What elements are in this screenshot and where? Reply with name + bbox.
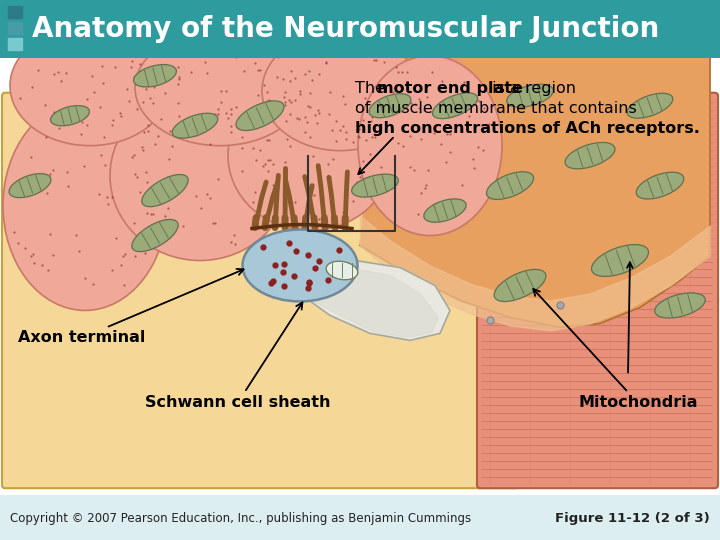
FancyBboxPatch shape [477,93,718,488]
Ellipse shape [142,174,188,207]
Ellipse shape [134,65,176,87]
Text: of muscle membrane that contains: of muscle membrane that contains [355,100,636,116]
Ellipse shape [424,199,466,222]
Ellipse shape [243,230,358,301]
Bar [8,22,22,34]
Ellipse shape [358,56,502,235]
Ellipse shape [110,91,290,260]
Ellipse shape [9,173,51,198]
Ellipse shape [228,81,392,231]
Ellipse shape [132,219,178,252]
Bar [8,6,22,18]
Ellipse shape [50,106,89,126]
Text: is a region: is a region [487,80,576,96]
Ellipse shape [172,113,218,138]
FancyBboxPatch shape [2,93,518,488]
Ellipse shape [326,261,358,280]
Ellipse shape [494,269,546,301]
Ellipse shape [135,30,305,146]
Polygon shape [275,260,450,340]
Ellipse shape [654,293,706,318]
Ellipse shape [262,31,418,151]
Text: Schwann cell sheath: Schwann cell sheath [145,302,330,410]
Ellipse shape [433,93,477,119]
Text: The: The [355,80,390,96]
Ellipse shape [636,172,684,199]
Text: Copyright © 2007 Pearson Education, Inc., publishing as Benjamin Cummings: Copyright © 2007 Pearson Education, Inc.… [10,511,471,524]
Ellipse shape [565,143,615,169]
Ellipse shape [507,84,554,107]
Ellipse shape [10,26,170,146]
Ellipse shape [369,94,411,118]
Text: Anatomy of the Neuromuscular Junction: Anatomy of the Neuromuscular Junction [32,15,660,43]
Ellipse shape [487,172,534,199]
Ellipse shape [236,101,284,131]
Ellipse shape [591,245,649,276]
Ellipse shape [3,101,167,310]
Polygon shape [286,267,438,338]
Text: motor end plate: motor end plate [377,80,523,96]
Text: Figure 11-12 (2 of 3): Figure 11-12 (2 of 3) [555,511,710,524]
Text: Axon terminal: Axon terminal [18,269,243,346]
Ellipse shape [351,174,398,197]
Bar [8,38,22,50]
Text: Mitochondria: Mitochondria [534,289,698,410]
Ellipse shape [627,93,672,118]
Text: high concentrations of ACh receptors.: high concentrations of ACh receptors. [355,120,700,136]
Polygon shape [360,56,710,327]
